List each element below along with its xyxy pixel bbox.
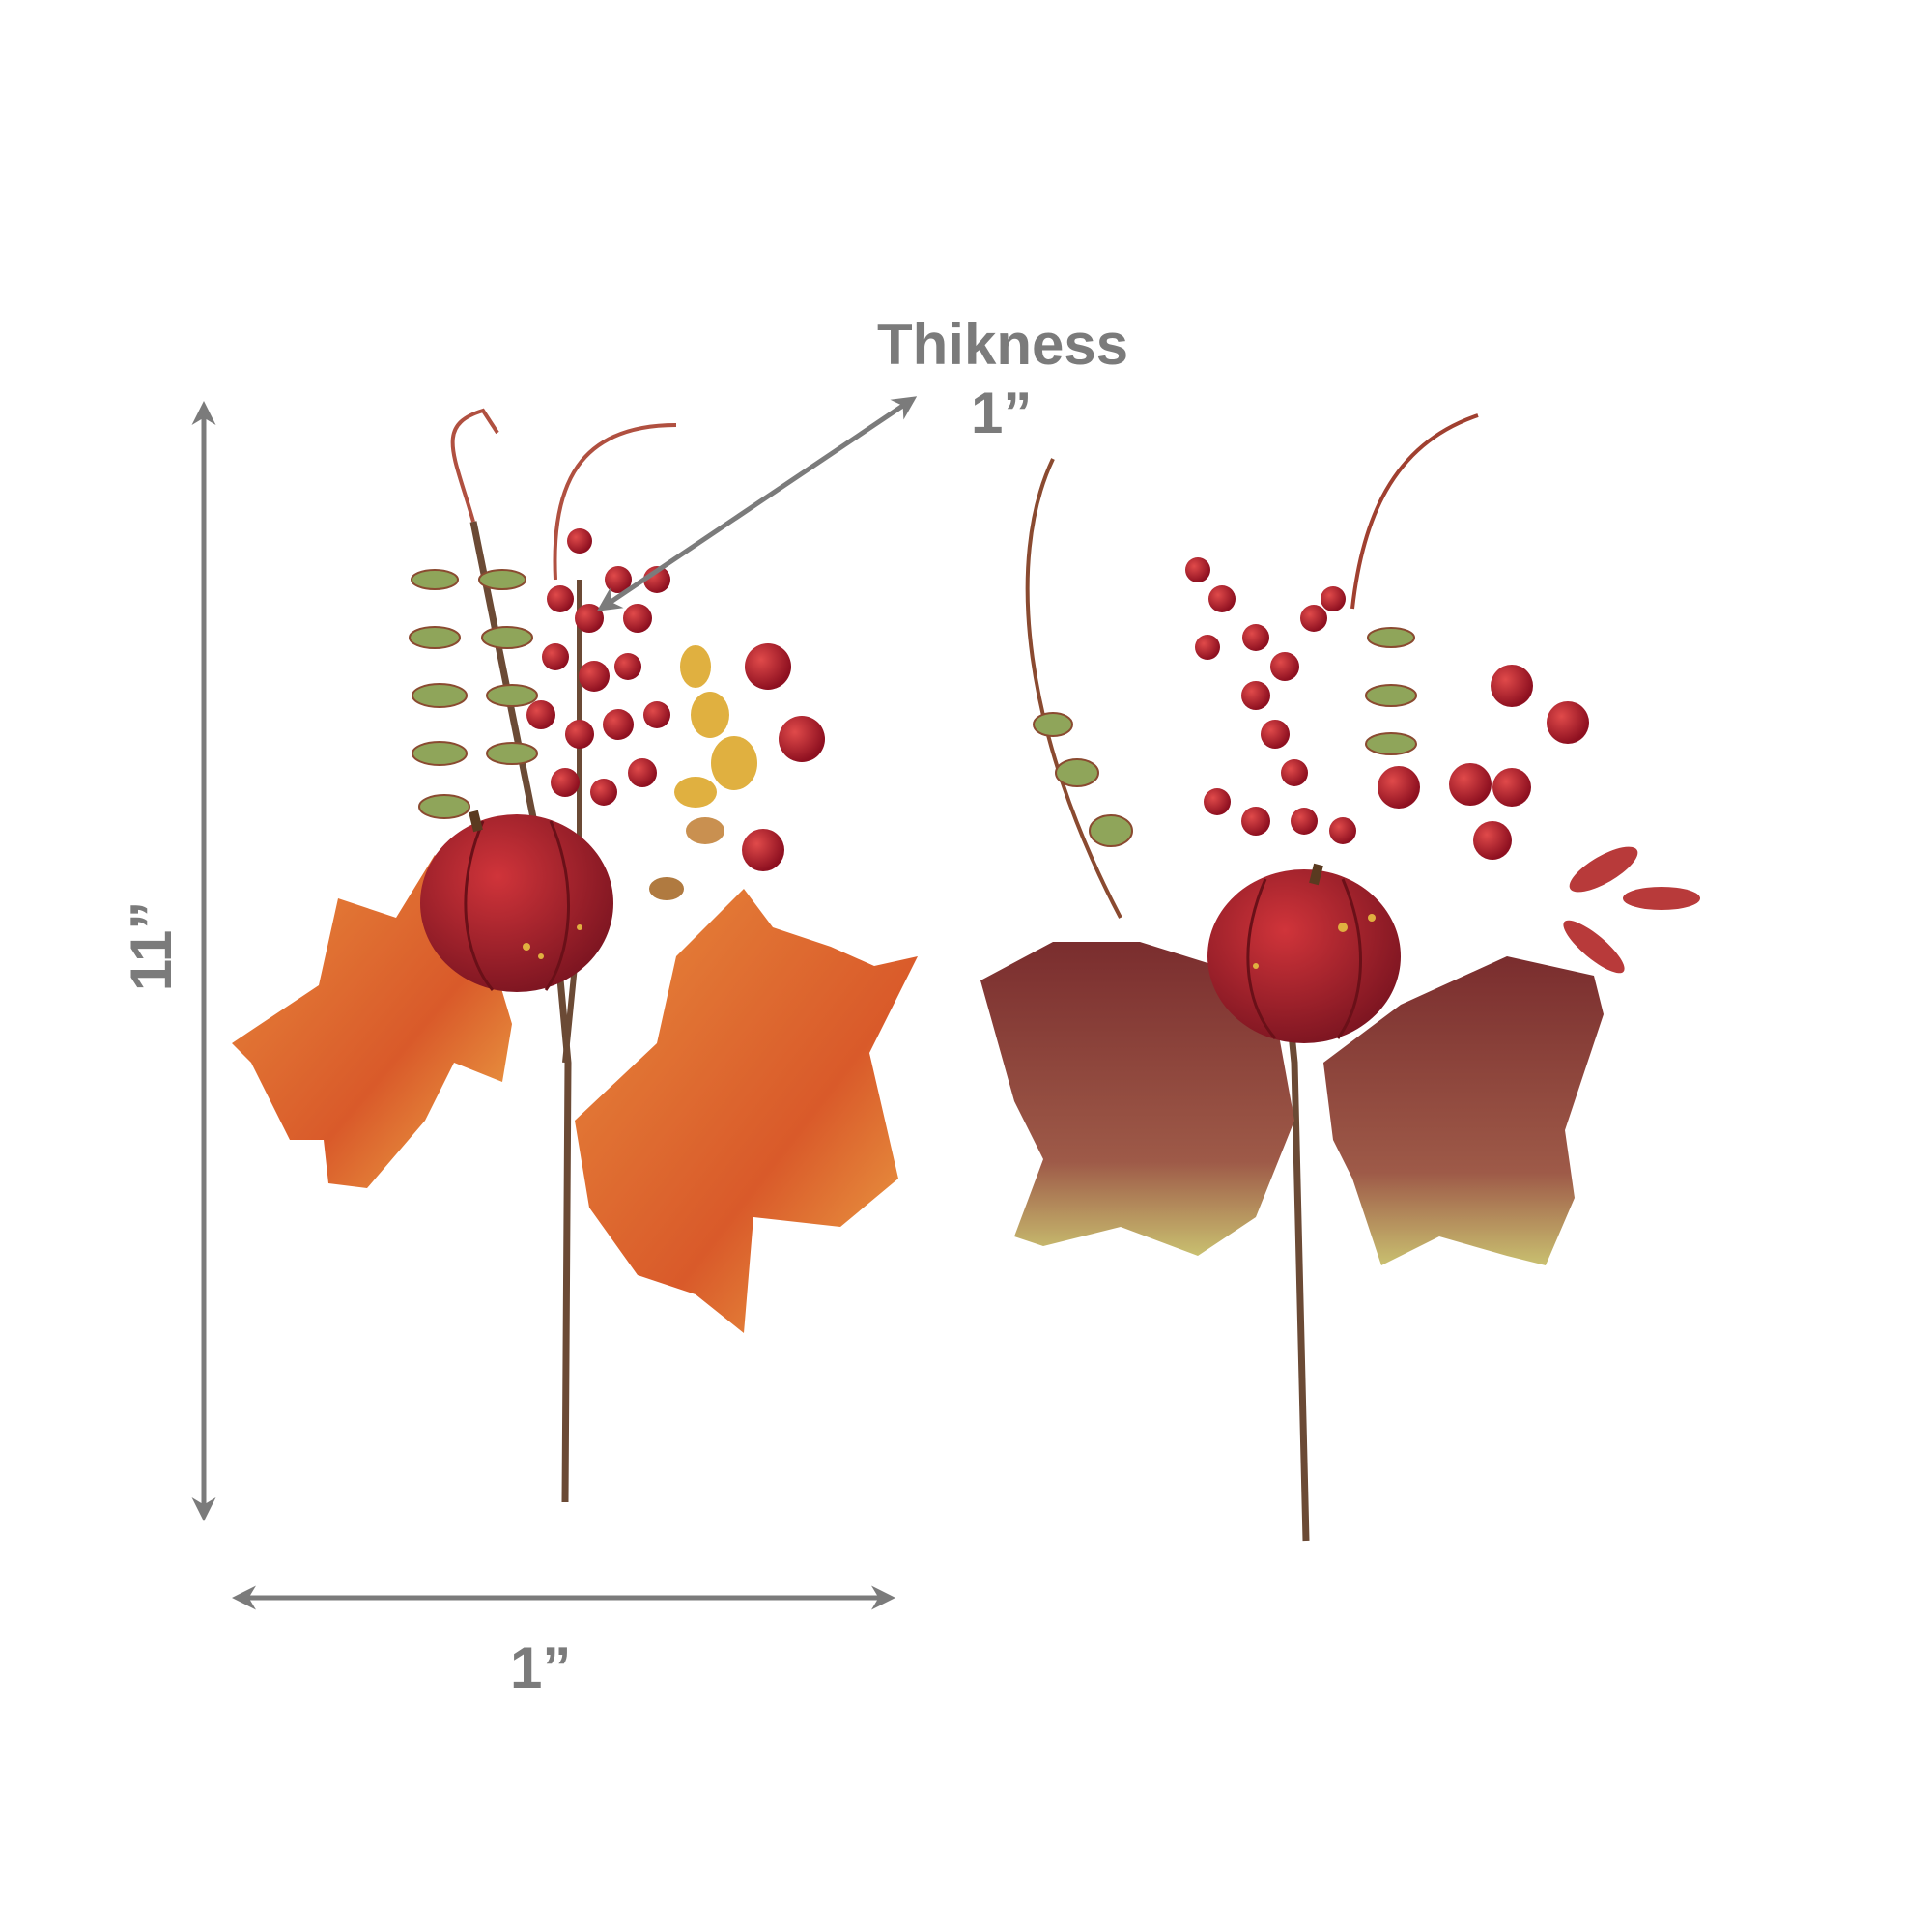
berry-cluster: [1185, 557, 1589, 860]
width-value: 1”: [510, 1635, 572, 1700]
height-value: 11”: [119, 900, 185, 992]
right-sprig: [980, 413, 1700, 1542]
burgundy-leaf: [980, 942, 1294, 1256]
pumpkin: [1208, 863, 1401, 1043]
berry-cluster: [526, 528, 825, 871]
maple-leaf: [575, 889, 918, 1333]
thickness-arrow: [596, 396, 918, 611]
thickness-label: Thikness: [877, 312, 1129, 377]
yellow-leaves: [649, 645, 757, 900]
fern-frond: [409, 569, 538, 819]
pumpkin: [420, 810, 613, 992]
thickness-value: 1”: [971, 381, 1033, 445]
red-leaves: [1563, 846, 1700, 974]
fern-frond: [1033, 627, 1417, 847]
burgundy-leaf: [1323, 956, 1604, 1265]
left-sprig: [232, 408, 918, 1503]
